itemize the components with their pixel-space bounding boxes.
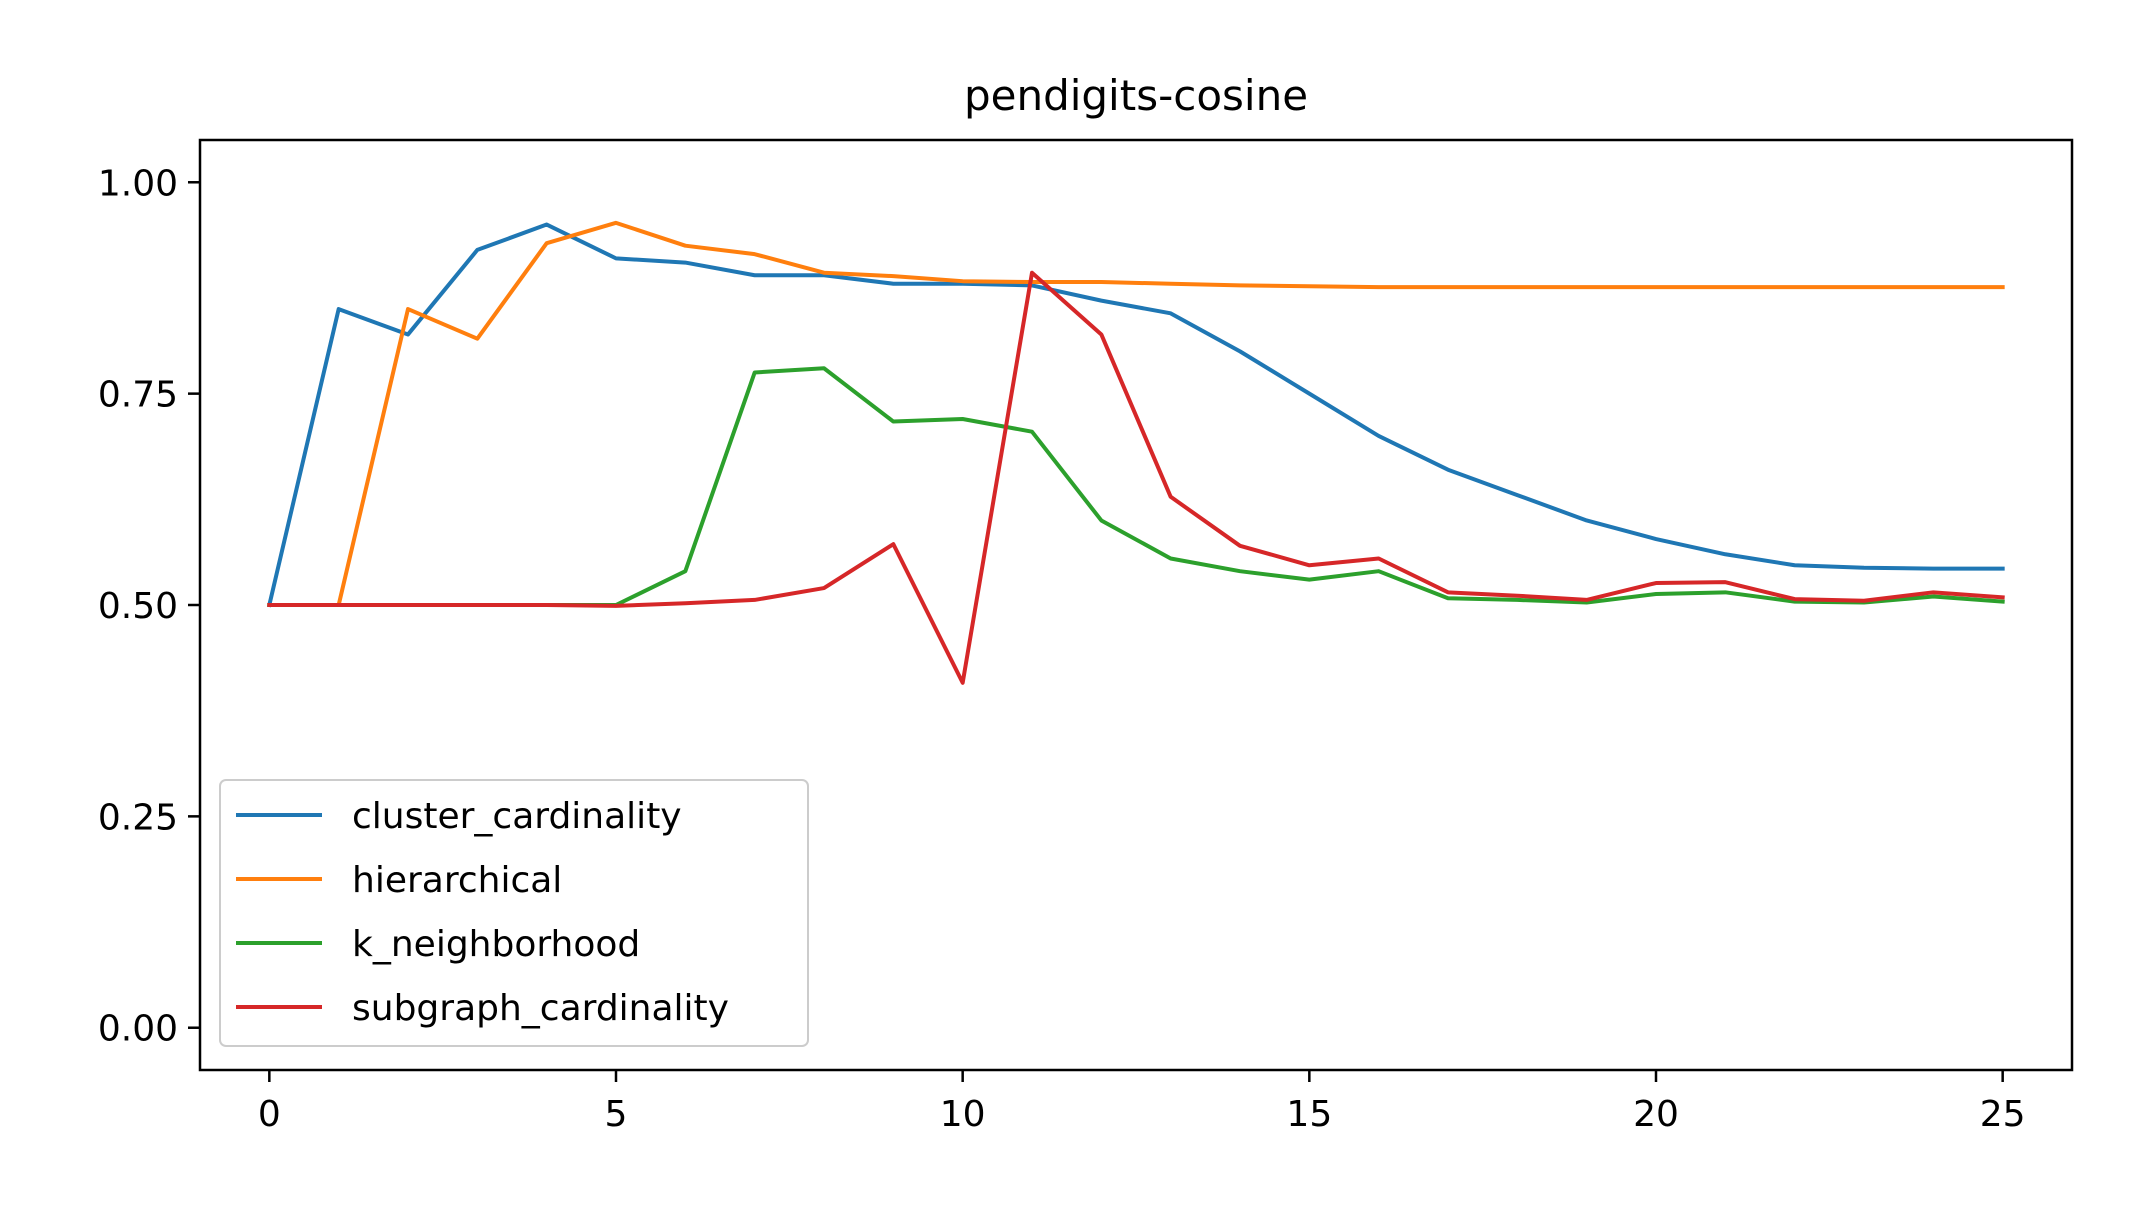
x-tick-label: 0 [258, 1094, 281, 1135]
x-tick-label: 20 [1633, 1094, 1679, 1135]
y-axis: 0.00 0.25 0.50 0.75 1.00 [98, 163, 200, 1050]
series-line-subgraph-cardinality [267, 270, 2005, 685]
y-tick-label: 0.25 [98, 797, 178, 838]
x-tick-label: 15 [1286, 1094, 1332, 1135]
legend: cluster_cardinality hierarchical k_neighbo… [219, 779, 809, 1047]
x-tick-label: 10 [940, 1094, 986, 1135]
legend-label: cluster_cardinality [352, 796, 682, 837]
series-line-hierarchical [267, 220, 2005, 607]
plot-area-frame [198, 138, 2074, 1072]
legend-box [219, 779, 809, 1047]
series-lines [266, 220, 2005, 685]
x-tick-label: 25 [1980, 1094, 2026, 1135]
series-group [266, 222, 2005, 608]
x-axis: 0 5 10 15 20 25 [258, 1070, 2026, 1135]
legend-label: hierarchical [352, 860, 562, 901]
x-tick-label: 5 [605, 1094, 628, 1135]
series-group [267, 270, 2005, 685]
legend-label: k_neighborhood [352, 924, 640, 965]
y-tick-label: 0.00 [98, 1009, 178, 1050]
series-line-cluster-cardinality [266, 222, 2005, 608]
y-tick-label: 1.00 [98, 163, 178, 204]
series-group [267, 220, 2005, 607]
legend-label: subgraph_cardinality [352, 988, 729, 1029]
y-tick-label: 0.50 [98, 586, 178, 627]
y-tick-label: 0.75 [98, 375, 178, 416]
chart-title: pendigits-cosine [964, 71, 1308, 120]
